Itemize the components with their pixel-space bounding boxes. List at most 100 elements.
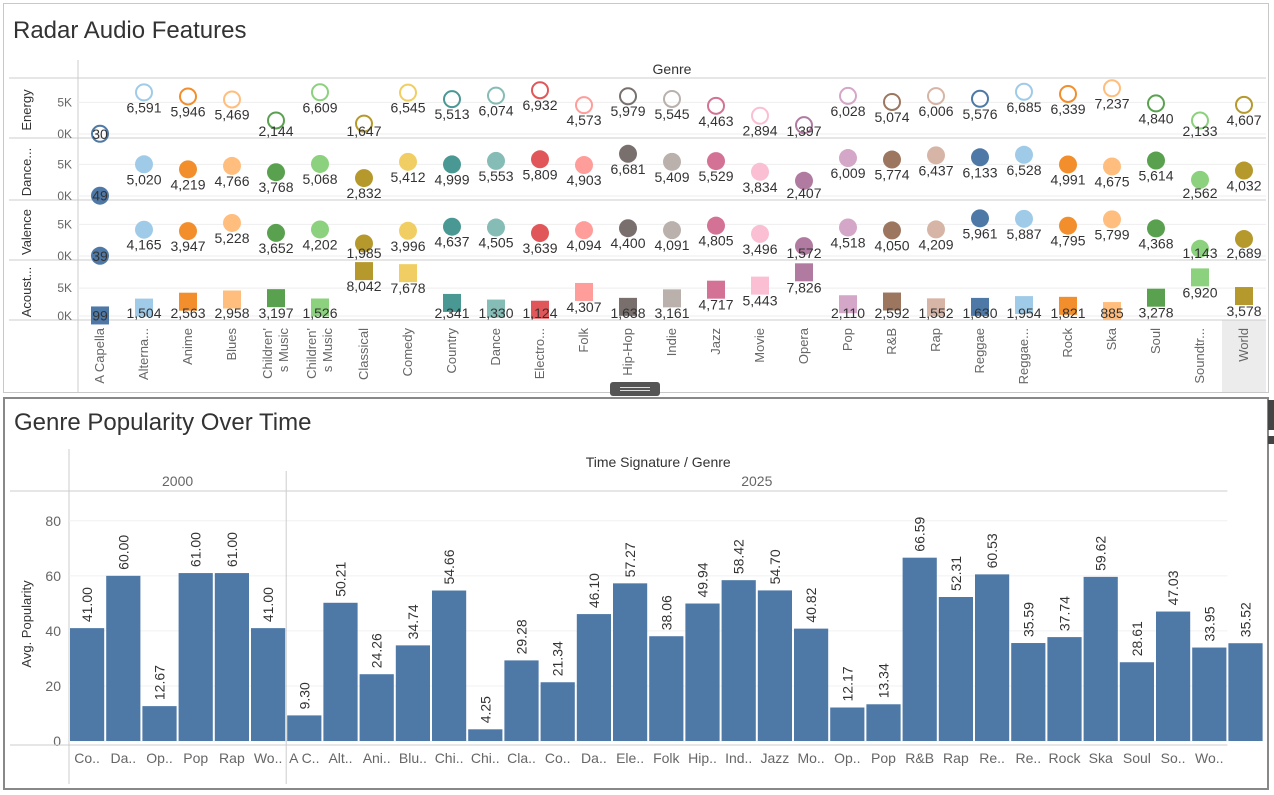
data-marker (91, 246, 109, 265)
data-marker (531, 224, 549, 243)
y-tick-label: 40 (45, 623, 61, 639)
data-label: 5,774 (874, 167, 909, 183)
popularity-title: Genre Popularity Over Time (14, 409, 312, 436)
data-marker (531, 81, 549, 100)
data-marker (91, 186, 109, 205)
data-label: 4,840 (1138, 110, 1173, 126)
data-label: 5,799 (1094, 226, 1129, 242)
bar-value-label: 49.94 (695, 562, 711, 597)
data-marker (531, 150, 549, 169)
data-label: 6,074 (478, 103, 513, 119)
data-marker (1103, 157, 1121, 176)
x-tick-label: Pop (871, 750, 896, 766)
x-tick-label: Ele.. (616, 750, 644, 766)
data-label: 99 (92, 307, 108, 323)
data-marker (1235, 230, 1253, 249)
data-label: 1,647 (346, 123, 381, 139)
tick-label: 0K (57, 309, 72, 323)
popularity-panel: Genre Popularity Over Time Time Signatur… (3, 397, 1269, 790)
data-marker (619, 144, 637, 163)
data-marker (663, 89, 681, 108)
data-marker (575, 282, 593, 301)
category-label: World (1236, 328, 1251, 362)
bar (287, 715, 322, 741)
category-label: Movie (752, 328, 767, 363)
data-label: 2,563 (170, 305, 205, 321)
x-tick-label: Da.. (581, 750, 607, 766)
data-label: 5,979 (610, 103, 645, 119)
resize-handle[interactable] (610, 382, 660, 396)
data-label: 30 (92, 126, 108, 142)
data-marker (1147, 219, 1165, 238)
data-label: 2,562 (1182, 185, 1217, 201)
bar (1083, 576, 1118, 741)
data-marker (223, 213, 241, 232)
data-marker (487, 86, 505, 105)
data-label: 4,307 (566, 299, 601, 315)
y-tick-label: 20 (45, 678, 61, 694)
bar-value-label: 54.66 (441, 549, 457, 584)
radar-chart: Genre Energy 5K 0K 30 6,591 5,946 5,469 2,144 6,6… (9, 60, 1266, 392)
bar (938, 596, 973, 741)
data-label: 5,074 (874, 109, 909, 125)
data-marker (399, 152, 417, 171)
data-label: 1,821 (1050, 305, 1085, 321)
x-tick-label: Hip.. (688, 750, 717, 766)
y-tick-label: 80 (45, 513, 61, 529)
data-label: 5,887 (1006, 226, 1041, 242)
category-label: Indie (664, 328, 679, 356)
data-label: 885 (1100, 305, 1124, 321)
x-tick-label: R&B (905, 750, 934, 766)
category-label: R&B (884, 328, 899, 355)
x-tick-label: Re.. (979, 750, 1005, 766)
bar (830, 707, 865, 741)
x-tick-label: Ska (1089, 750, 1113, 766)
category-label: Opera (796, 327, 811, 364)
data-label: 3,161 (654, 305, 689, 321)
data-marker (883, 92, 901, 111)
bar (1011, 643, 1046, 741)
category-label: Children' (260, 328, 275, 379)
data-marker (223, 90, 241, 109)
bar-value-label: 33.95 (1201, 606, 1217, 641)
data-marker (751, 224, 769, 243)
category-label: Rap (928, 328, 943, 352)
tick-label: 5K (57, 281, 72, 295)
data-label: 1,552 (918, 305, 953, 321)
edge-toggle[interactable] (1268, 400, 1274, 430)
category-label: Reggae... (1016, 328, 1031, 384)
radar-title: Radar Audio Features (13, 17, 247, 44)
bar (106, 575, 141, 741)
data-marker (135, 155, 153, 174)
bar (902, 557, 937, 741)
data-marker (91, 124, 109, 143)
bar-value-label: 41.00 (79, 587, 95, 622)
x-tick-label: So.. (1161, 750, 1186, 766)
x-tick-label: Da.. (110, 750, 136, 766)
row-label: Valence (19, 209, 34, 255)
x-tick-label: Soul (1123, 750, 1151, 766)
tick-label: 5K (57, 157, 72, 171)
x-tick-label: Chi.. (471, 750, 500, 766)
data-label: 4,202 (302, 236, 337, 252)
data-label: 1,526 (302, 305, 337, 321)
bar-value-label: 37.74 (1057, 596, 1073, 631)
data-label: 2,958 (214, 305, 249, 321)
data-label: 4,637 (434, 234, 469, 250)
data-label: 5,068 (302, 171, 337, 187)
category-label: Anime (180, 328, 195, 365)
row-label: Acoust... (19, 267, 34, 318)
data-label: 3,278 (1138, 305, 1173, 321)
x-tick-label: Cla.. (507, 750, 536, 766)
bar (613, 583, 648, 741)
category-label: Folk (576, 328, 591, 353)
data-marker (795, 171, 813, 190)
data-marker (619, 87, 637, 106)
category-label: Soul (1148, 328, 1163, 354)
edge-toggle[interactable] (1268, 436, 1274, 444)
group-label: 2025 (741, 473, 772, 489)
popularity-chart: Time Signature / Genre Avg. Popularity 0 20… (10, 449, 1263, 784)
data-marker (839, 295, 857, 314)
row-label: Energy (19, 89, 34, 131)
data-label: 4,999 (434, 171, 469, 187)
